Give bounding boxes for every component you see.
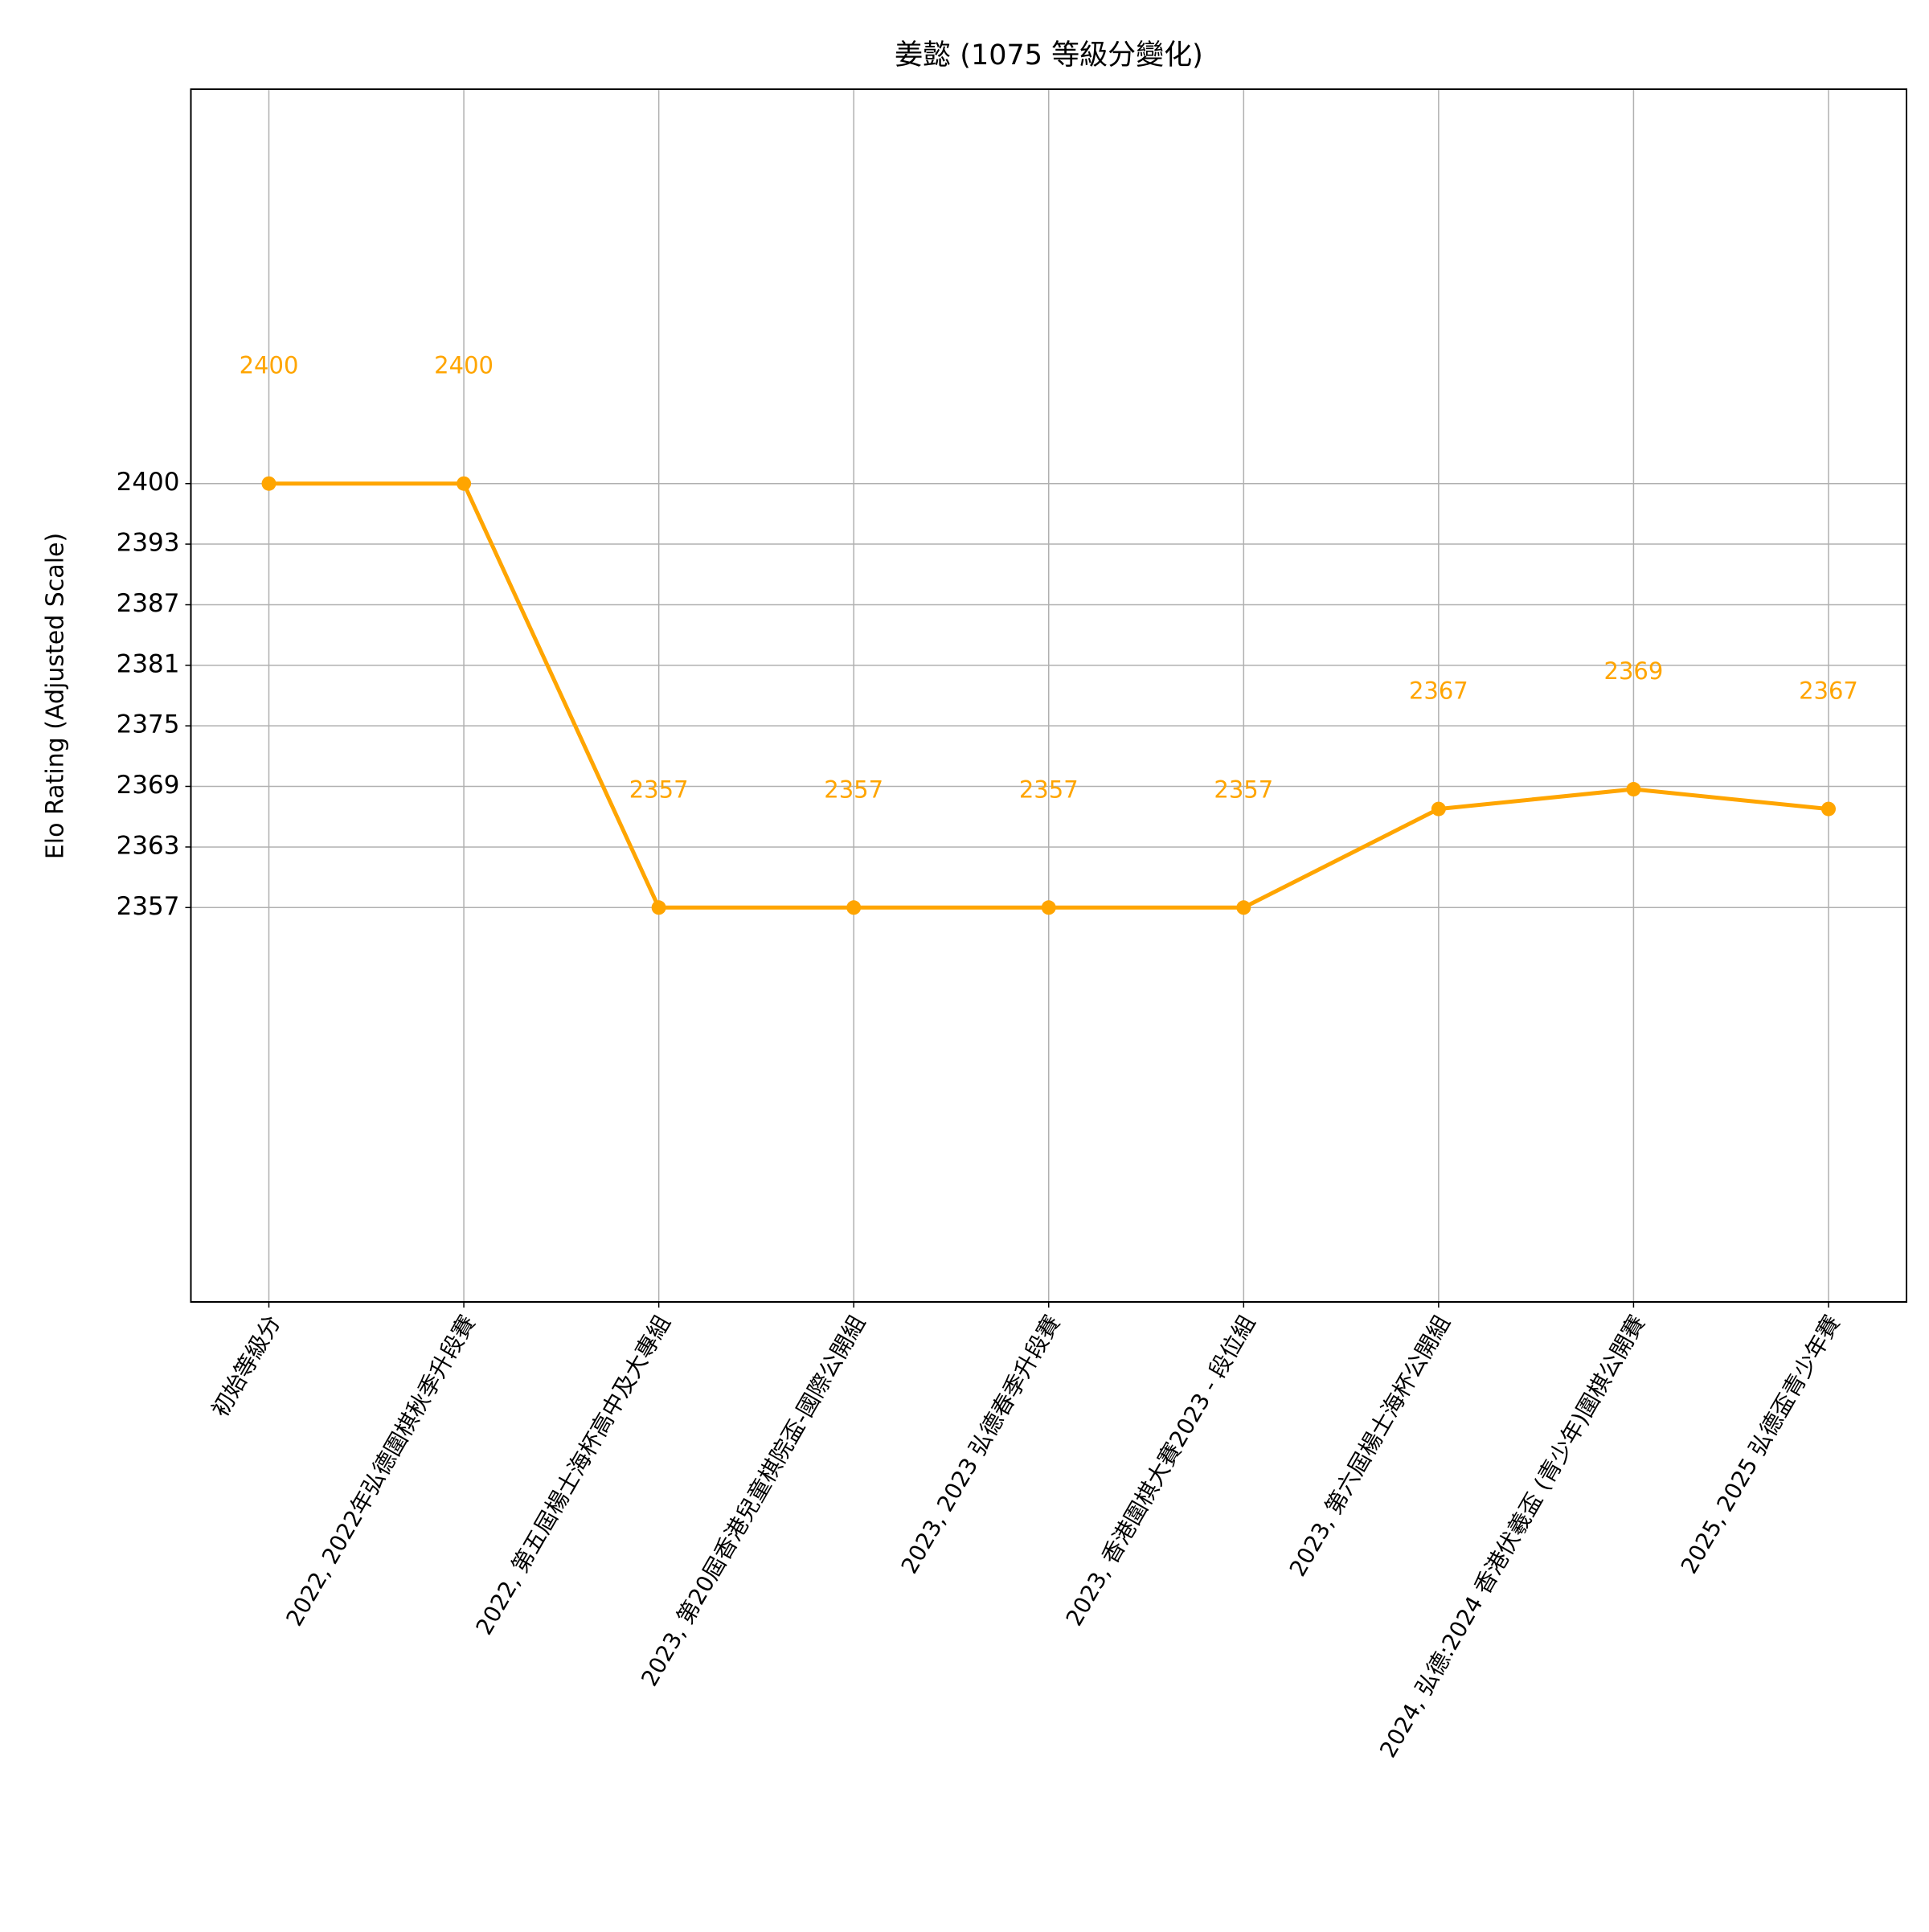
value-label: 2357	[629, 776, 689, 803]
value-label: 2400	[434, 352, 494, 379]
point	[1626, 782, 1641, 797]
point	[261, 476, 276, 491]
y-tick-label: 2393	[117, 529, 180, 558]
chart-title: 姜懿 (1075 等級分變化)	[895, 39, 1203, 72]
y-tick-label: 2387	[117, 589, 180, 618]
y-tick-label: 2363	[117, 831, 180, 860]
plot-frame	[190, 88, 1907, 1303]
value-label: 2367	[1799, 677, 1858, 705]
value-label: 2369	[1604, 657, 1664, 685]
y-tick-label: 2369	[117, 771, 180, 800]
y-axis-label: Elo Rating (Adjusted Scale)	[42, 533, 70, 859]
value-label: 2357	[1019, 776, 1079, 803]
point	[1820, 801, 1836, 817]
value-label: 2357	[1214, 776, 1273, 803]
point	[651, 900, 666, 915]
value-label: 2357	[824, 776, 883, 803]
point	[846, 900, 862, 915]
point	[1431, 801, 1446, 817]
value-label: 2400	[240, 352, 299, 379]
y-tick-label: 2357	[117, 892, 180, 921]
point	[1236, 900, 1251, 915]
y-tick-label: 2375	[117, 710, 180, 739]
point	[1041, 900, 1056, 915]
value-label: 2367	[1409, 677, 1468, 705]
point	[457, 476, 472, 491]
y-tick-label: 2400	[117, 468, 180, 497]
y-tick-label: 2381	[117, 649, 180, 678]
